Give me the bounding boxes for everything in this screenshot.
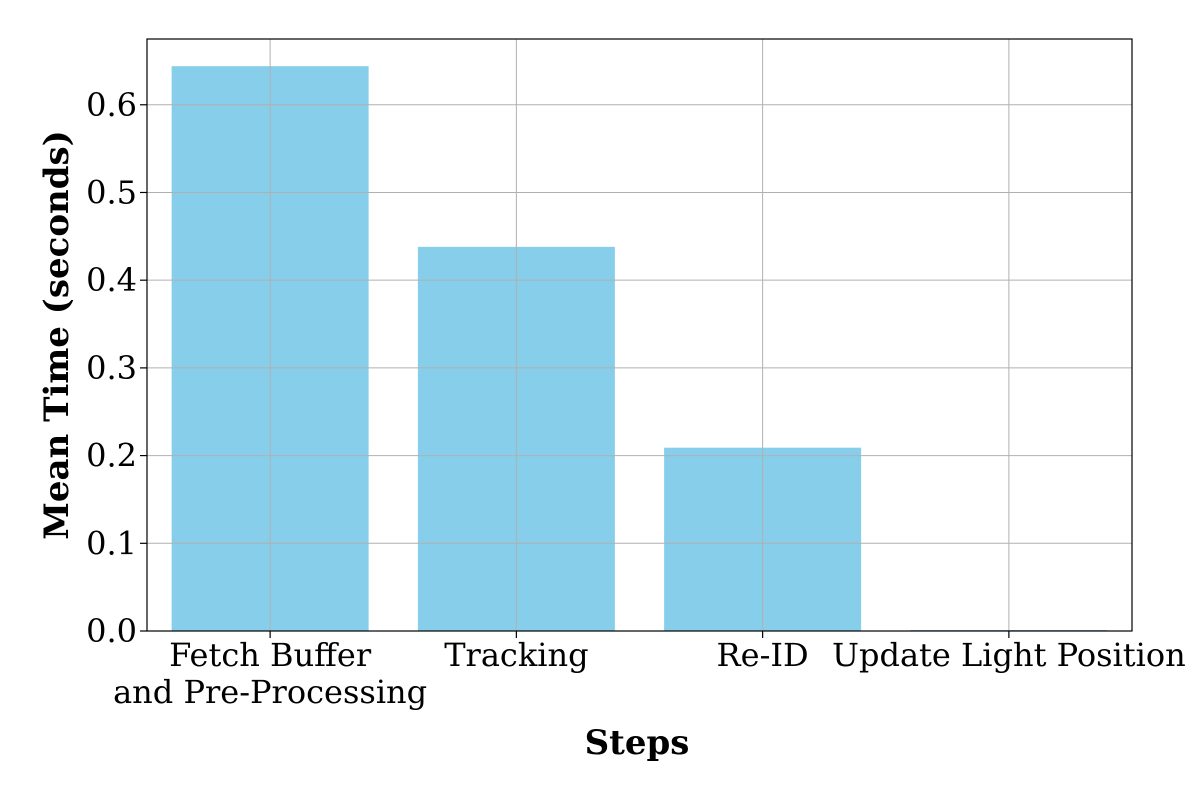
x-tick-label: and Pre-Processing — [113, 673, 427, 711]
y-tick-label: 0.6 — [86, 86, 137, 124]
y-tick-label: 0.3 — [86, 349, 137, 387]
y-tick-label: 0.0 — [86, 612, 137, 650]
x-axis-title: Steps — [585, 723, 690, 763]
y-axis-title: Mean Time (seconds) — [37, 130, 77, 539]
x-tick-label: Re-ID — [717, 636, 809, 674]
y-tick-label: 0.1 — [86, 524, 137, 562]
x-tick-label: Update Light Position — [832, 636, 1186, 674]
y-tick-label: 0.2 — [86, 437, 137, 475]
plot-frame — [146, 38, 1133, 632]
y-tick-label: 0.4 — [86, 261, 137, 299]
bars-layer — [171, 66, 1108, 631]
x-tick-label: Fetch Buffer — [169, 636, 372, 674]
y-axis-ticks: 0.0 0.1 0.2 0.3 0.4 0.5 0.6 — [86, 86, 147, 650]
y-tick-label: 0.5 — [86, 173, 137, 211]
x-tick-label: Tracking — [444, 636, 588, 674]
